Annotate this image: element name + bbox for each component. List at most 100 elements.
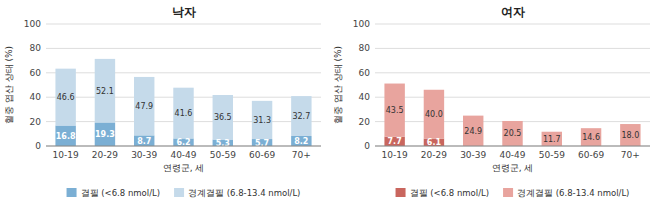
x-tick-label: 50-59: [539, 150, 565, 160]
y-tick-label: 0: [364, 141, 370, 151]
data-label: 19.3: [95, 130, 115, 139]
bar-segment: [55, 69, 75, 126]
bar-segment: [252, 101, 272, 139]
bar-segment: [384, 137, 404, 146]
bar-segment: [213, 95, 233, 140]
data-label: 7.7: [388, 137, 402, 146]
x-tick-label: 50-59: [210, 150, 236, 160]
x-tick-label: 30-39: [131, 150, 157, 160]
y-tick-label: 40: [359, 92, 371, 102]
y-tick-label: 80: [359, 43, 371, 53]
y-tick-label: 60: [30, 68, 42, 78]
title: 낙자: [172, 5, 196, 19]
x-tick-label: 40-49: [499, 150, 525, 160]
bar-segment: [134, 77, 154, 135]
data-label: 32.7: [292, 112, 310, 121]
grid-line: [375, 97, 650, 98]
data-label: 43.5: [386, 106, 404, 115]
data-label: 16.8: [56, 132, 76, 141]
data-label: 36.5: [214, 113, 232, 122]
y-tick-label: 100: [24, 19, 41, 29]
data-label: 8.7: [137, 137, 151, 146]
bar-segment: [291, 96, 311, 136]
grid-line: [375, 48, 650, 49]
data-labels: 16.819.38.76.25.35.78.246.652.147.941.63…: [56, 87, 310, 148]
legend-label: 경계결필 (6.8-13.4 nmol/L): [517, 188, 629, 198]
y-tick-label: 0: [35, 141, 41, 151]
y-tick-label: 20: [359, 117, 371, 127]
legend-swatch: [503, 188, 513, 197]
bar-segment: [55, 126, 75, 146]
x-tick-label: 20-29: [421, 150, 447, 160]
y-axis-label: 혈중 엽산 상태 (%): [333, 46, 343, 124]
grid-line: [46, 24, 321, 25]
y-tick-label: 100: [353, 19, 370, 29]
data-label: 31.3: [253, 116, 271, 125]
legend: 결필 (<6.8 nmol/L) 경계결필 (6.8-13.4 nmol/L): [67, 188, 301, 198]
legend-label: 경계결필 (6.8-13.4 nmol/L): [188, 188, 300, 198]
data-labels: 7.76.143.540.024.920.511.714.618.0: [386, 106, 640, 147]
bar-segment: [134, 135, 154, 146]
data-label: 46.6: [57, 93, 75, 102]
legend-swatch: [396, 188, 406, 197]
grid-line: [46, 146, 321, 147]
legend-item: 결필 (<6.8 nmol/L): [396, 188, 490, 198]
data-label: 18.0: [621, 131, 639, 140]
legend-label: 결필 (<6.8 nmol/L): [410, 188, 490, 198]
data-label: 24.9: [464, 127, 482, 136]
bar-segment: [424, 90, 444, 139]
y-tick-label: 40: [30, 92, 42, 102]
bars: [55, 59, 311, 146]
x-tick-label: 30-39: [460, 150, 486, 160]
bar-segment: [173, 88, 193, 139]
x-tick-label: 70+: [292, 150, 311, 160]
bar-segment: [384, 84, 404, 137]
x-tick-label: 40-49: [170, 150, 196, 160]
y-tick-label: 60: [359, 68, 371, 78]
y-tick-label: 20: [30, 117, 42, 127]
legend-item: 결필 (<6.8 nmol/L): [67, 188, 161, 198]
data-label: 47.9: [135, 102, 153, 111]
data-label: 52.1: [96, 87, 114, 96]
x-tick-label: 10-19: [382, 150, 408, 160]
y-tick-label: 80: [30, 43, 42, 53]
x-axis-line: [46, 146, 321, 147]
data-label: 20.5: [504, 129, 522, 138]
x-tick-label: 20-29: [92, 150, 118, 160]
x-tick-label: 60-69: [249, 150, 275, 160]
bar-segment: [542, 132, 562, 146]
panel: 여자020406080100혈중 엽산 상태 (%)7.76.143.540.0…: [333, 5, 650, 198]
bar-segment: [620, 124, 640, 146]
grid-line: [375, 72, 650, 73]
bar-segment: [502, 121, 522, 146]
bar-segment: [463, 116, 483, 146]
legend-item: 경계결필 (6.8-13.4 nmol/L): [503, 188, 629, 198]
legend-swatch: [67, 188, 77, 197]
figure: 낙자020406080100혈중 엽산 상태 (%)16.819.38.76.2…: [0, 0, 658, 214]
data-label: 8.2: [294, 137, 308, 146]
x-tick-label: 10-19: [53, 150, 79, 160]
x-axis-line: [375, 146, 650, 147]
title: 여자: [501, 5, 525, 19]
bar-segment: [95, 122, 115, 146]
data-label: 40.0: [425, 110, 443, 119]
x-axis-label: 연령군, 세: [163, 163, 205, 173]
bars: [384, 84, 640, 146]
grid-line: [375, 146, 650, 147]
legend-item: 경계결필 (6.8-13.4 nmol/L): [174, 188, 300, 198]
legend: 결필 (<6.8 nmol/L) 경계결필 (6.8-13.4 nmol/L): [396, 188, 630, 198]
y-axis-label: 혈중 엽산 상태 (%): [4, 46, 14, 124]
data-label: 41.6: [175, 109, 193, 118]
x-axis-label: 연령군, 세: [492, 163, 534, 173]
bar-segment: [581, 128, 601, 146]
x-tick-label: 70+: [621, 150, 640, 160]
x-tick-label: 60-69: [578, 150, 604, 160]
panel: 낙자020406080100혈중 엽산 상태 (%)16.819.38.76.2…: [4, 5, 321, 198]
grid-line: [46, 72, 321, 73]
bar-segment: [95, 59, 115, 123]
legend-swatch: [174, 188, 184, 197]
grid-line: [375, 24, 650, 25]
grid-line: [46, 48, 321, 49]
legend-label: 결필 (<6.8 nmol/L): [81, 188, 161, 198]
data-label: 11.7: [543, 135, 561, 144]
